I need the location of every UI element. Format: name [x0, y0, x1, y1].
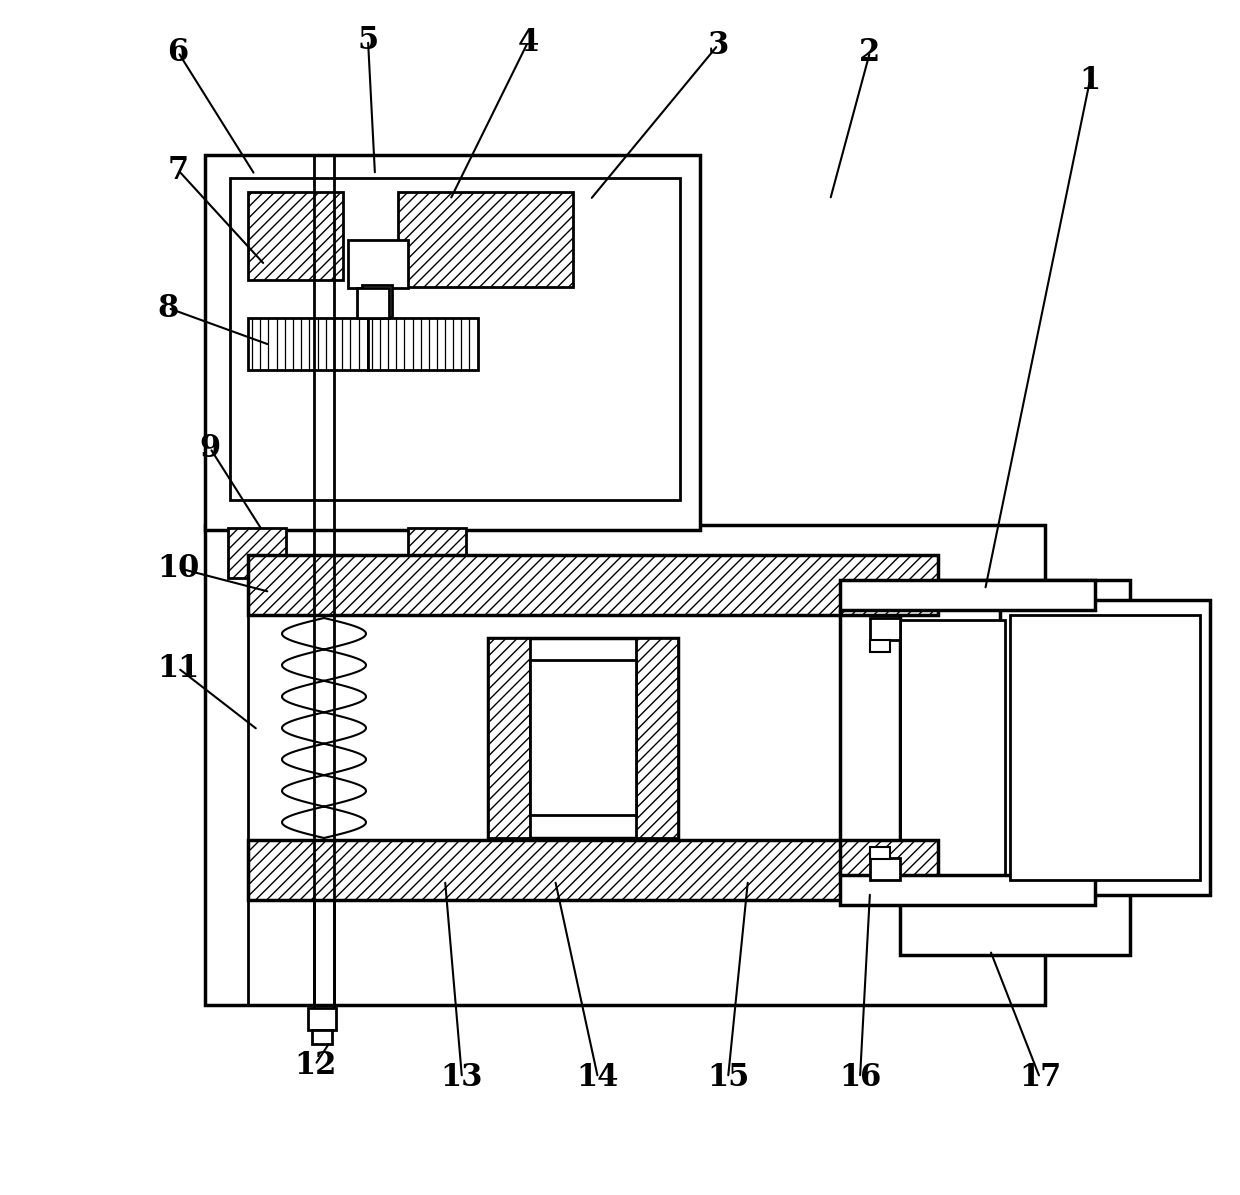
Bar: [529, 660, 636, 815]
Bar: [205, 155, 701, 531]
Bar: [228, 528, 286, 578]
Bar: [870, 858, 900, 880]
Text: 1: 1: [1080, 65, 1101, 96]
Bar: [312, 1030, 332, 1044]
Text: 9: 9: [200, 433, 221, 464]
Bar: [248, 318, 368, 370]
Bar: [368, 318, 477, 370]
Bar: [1011, 615, 1200, 880]
Bar: [900, 580, 1130, 955]
Bar: [489, 638, 678, 838]
Bar: [362, 284, 392, 317]
Bar: [489, 638, 529, 838]
Bar: [205, 525, 1045, 1005]
Text: 15: 15: [707, 1062, 749, 1093]
Text: 11: 11: [157, 652, 200, 684]
Bar: [900, 620, 1004, 875]
Text: 5: 5: [357, 25, 378, 55]
Text: 3: 3: [707, 30, 729, 61]
Bar: [408, 528, 466, 578]
Text: 17: 17: [1019, 1062, 1061, 1093]
Bar: [636, 638, 678, 838]
Text: 13: 13: [440, 1062, 484, 1093]
Text: 14: 14: [577, 1062, 619, 1093]
Text: 10: 10: [157, 552, 200, 583]
Text: 6: 6: [167, 37, 188, 67]
Bar: [839, 580, 1095, 609]
Bar: [839, 875, 1095, 905]
Text: 8: 8: [157, 293, 179, 324]
Bar: [870, 847, 890, 859]
Bar: [999, 600, 1210, 895]
Text: 12: 12: [294, 1049, 336, 1080]
Bar: [248, 192, 343, 280]
Bar: [248, 840, 937, 900]
Bar: [248, 554, 937, 615]
Text: 16: 16: [839, 1062, 882, 1093]
Text: 7: 7: [167, 154, 188, 185]
Bar: [229, 178, 680, 500]
Bar: [870, 641, 890, 652]
Bar: [870, 618, 900, 641]
Bar: [308, 1009, 336, 1030]
Text: 2: 2: [859, 37, 880, 67]
Bar: [357, 288, 389, 318]
Bar: [398, 192, 573, 287]
Text: 4: 4: [517, 26, 538, 57]
Bar: [348, 240, 408, 288]
